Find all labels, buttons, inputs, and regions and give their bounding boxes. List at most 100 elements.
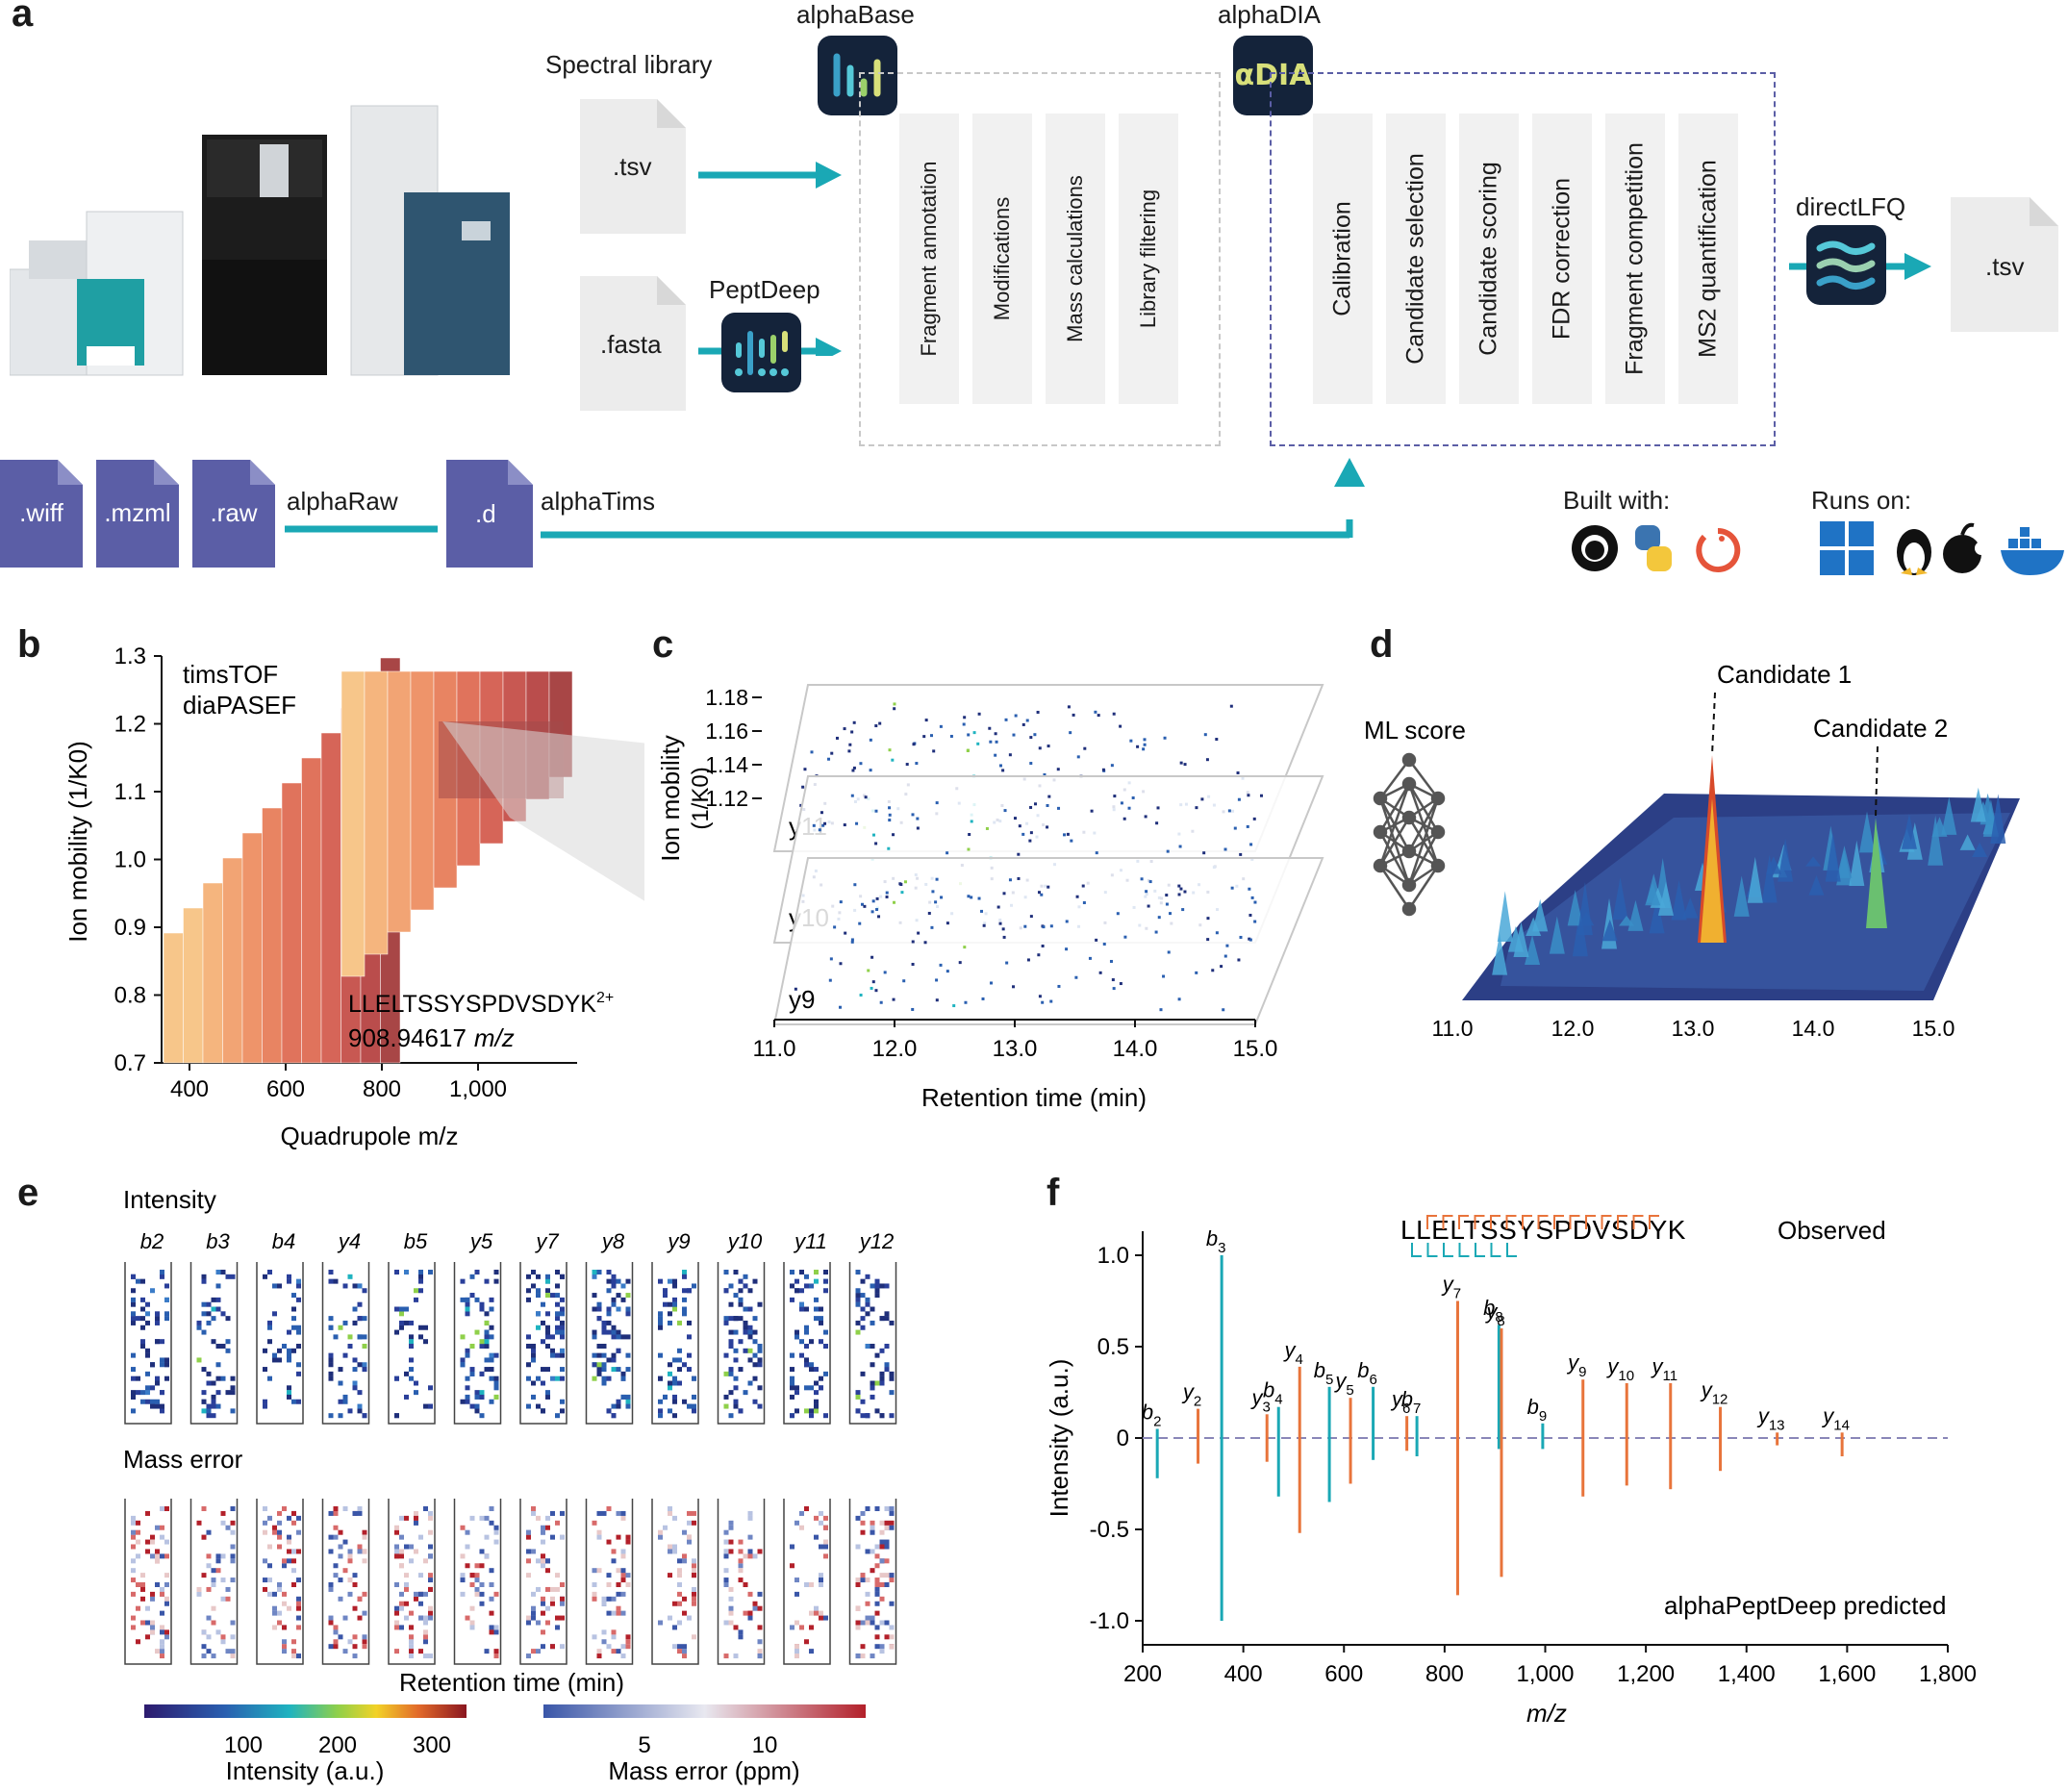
svg-text:LLELTSSYSPDVSDYK2+: LLELTSSYSPDVSDYK2+ (348, 990, 614, 1018)
alphadia-step-label: MS2 quantification (1694, 160, 1722, 358)
panel-b-xtick: 1,000 (449, 1076, 507, 1102)
panel-d-xtick: 12.0 (1551, 1016, 1595, 1041)
fragment-ion-label: y8 (1484, 1300, 1504, 1329)
windows-icon (1820, 521, 1874, 575)
panel-b-xtick: 800 (363, 1076, 401, 1102)
isolation-window (202, 882, 223, 1064)
panel-b-xlabel: Quadrupole m/z (281, 1122, 459, 1150)
alphabase-label: alphaBase (796, 0, 915, 29)
surface-peak (1532, 898, 1549, 932)
candidate1-label: Candidate 1 (1717, 660, 1852, 689)
ion-label: y12 (858, 1229, 894, 1253)
fragment-ion-label: y14 (1821, 1403, 1850, 1433)
panel-f-ytick: -0.5 (1090, 1517, 1129, 1543)
ion-label: b5 (404, 1229, 428, 1253)
panel-d-xtick: 14.0 (1792, 1016, 1835, 1041)
isolation-window (410, 670, 435, 911)
panel-f-xlabel: m/z (1526, 1699, 1567, 1728)
runs-on-label: Runs on: (1811, 486, 1912, 515)
panel-f-xtick: 400 (1224, 1661, 1263, 1687)
surface-peak (1901, 814, 1917, 849)
alphabase-step-label: Mass calculations (1063, 175, 1087, 342)
panel-b-ylabel: Ion mobility (1/K0) (63, 741, 92, 943)
panel-b-peptide: LLELTSSYSPDVSDYK (348, 991, 596, 1018)
python-icon (1635, 525, 1672, 571)
panel-c-ylabel2: (1/K0) (688, 767, 714, 829)
panel-f-peptide: LLELTSSYSPDVSDYK (1400, 1215, 1686, 1245)
ion-column: b2 (124, 1229, 172, 1665)
candidate1-peak-core (1701, 798, 1724, 943)
ms2-layer: y9 (772, 857, 1324, 1025)
panel-f-plot: Intensity (a.u.) 1.0 0.5 0 -0.5 -1.0 200 400 6… (1045, 1215, 1977, 1728)
panel-d-xtick: 15.0 (1912, 1016, 1955, 1041)
surface-peak (1808, 875, 1825, 896)
pytorch-icon (1696, 527, 1741, 572)
alphadia-step: Calibration (1313, 114, 1373, 404)
ion-label: y11 (793, 1229, 827, 1253)
panel-b-xtick: 600 (266, 1076, 305, 1102)
alphadia-step: FDR correction (1532, 114, 1592, 404)
mass-error-colorbar-tick: 5 (638, 1732, 650, 1758)
alphadia-step: Candidate selection (1386, 114, 1446, 404)
alphadia-step-label: Candidate selection (1401, 153, 1429, 365)
ion-label: y4 (337, 1229, 361, 1253)
linux-icon (1897, 529, 1931, 575)
neural-network-icon (1373, 752, 1446, 917)
panel-label-d: d (1370, 623, 1394, 666)
panel-c-xtick: 11.0 (753, 1036, 796, 1062)
alphabase-step: Library filtering (1119, 114, 1178, 404)
intensity-colorbar-label: Intensity (a.u.) (226, 1756, 385, 1785)
panel-b-ytick: 1.1 (114, 779, 146, 805)
surface-peak (1645, 883, 1661, 906)
intensity-colorbar-tick: 200 (318, 1732, 357, 1758)
panel-b-charge: 2+ (596, 990, 614, 1006)
ion-column: y7 (519, 1229, 567, 1665)
fragment-ion-label: b4 (1263, 1378, 1283, 1408)
panel-b-ytick: 0.7 (114, 1050, 146, 1076)
ion-column: y8 (585, 1229, 634, 1665)
isolation-window (241, 832, 263, 1064)
raw-file-label: .wiff (19, 498, 63, 527)
fragment-ion-label: b7 (1401, 1387, 1422, 1417)
ion-column: b4 (256, 1229, 304, 1665)
surface-peak (1576, 882, 1593, 936)
tsv-input-label: .tsv (613, 152, 652, 181)
d-file-label: .d (475, 499, 496, 528)
alpharaw-label: alphaRaw (287, 487, 398, 516)
fragment-ion-label: y3 (1250, 1385, 1271, 1415)
runs-on-icons (1820, 521, 2064, 575)
ion-label: b3 (206, 1229, 230, 1253)
isolation-window (301, 757, 322, 1064)
peptdeep-label: PeptDeep (709, 275, 820, 304)
ion-column: y9 (651, 1229, 699, 1665)
fragment-ion-label: b9 (1527, 1395, 1548, 1425)
ion-label: y7 (534, 1229, 559, 1253)
fragment-ion-label: b5 (1314, 1358, 1334, 1388)
fragment-ion-label: y6 (1390, 1387, 1410, 1417)
surface-peak (1990, 794, 2006, 845)
docker-icon (2001, 527, 2064, 575)
isolation-window (163, 932, 184, 1064)
surface-peak (1525, 935, 1541, 965)
ion-label: y10 (726, 1229, 763, 1253)
surface-peak (1941, 796, 1957, 835)
panel-f-ytick: 0.5 (1097, 1334, 1129, 1360)
ml-score-label: ML score (1364, 716, 1466, 745)
mass-error-colorbar-label: Mass error (ppm) (608, 1756, 799, 1785)
panel-b-xtick: 400 (170, 1076, 209, 1102)
panel-f-xtick: 1,200 (1617, 1661, 1675, 1687)
raw-file: .wiff (0, 460, 83, 568)
panel-f-xtick: 1,000 (1516, 1661, 1574, 1687)
alphabase-step: Mass calculations (1046, 114, 1105, 404)
ion-column: y4 (321, 1229, 370, 1665)
panel-d-xtick: 11.0 (1431, 1016, 1473, 1041)
raw-file: .raw (192, 460, 275, 568)
fragment-layer-label: y9 (789, 985, 815, 1014)
tsv-output-label: .tsv (1985, 252, 2025, 281)
isolation-window (340, 670, 366, 977)
surface-peak (1497, 891, 1513, 942)
isolation-window (262, 807, 283, 1064)
panel-f-xtick: 600 (1324, 1661, 1363, 1687)
panel-f-ytick: -1.0 (1090, 1608, 1129, 1634)
apple-icon (1943, 522, 1988, 573)
